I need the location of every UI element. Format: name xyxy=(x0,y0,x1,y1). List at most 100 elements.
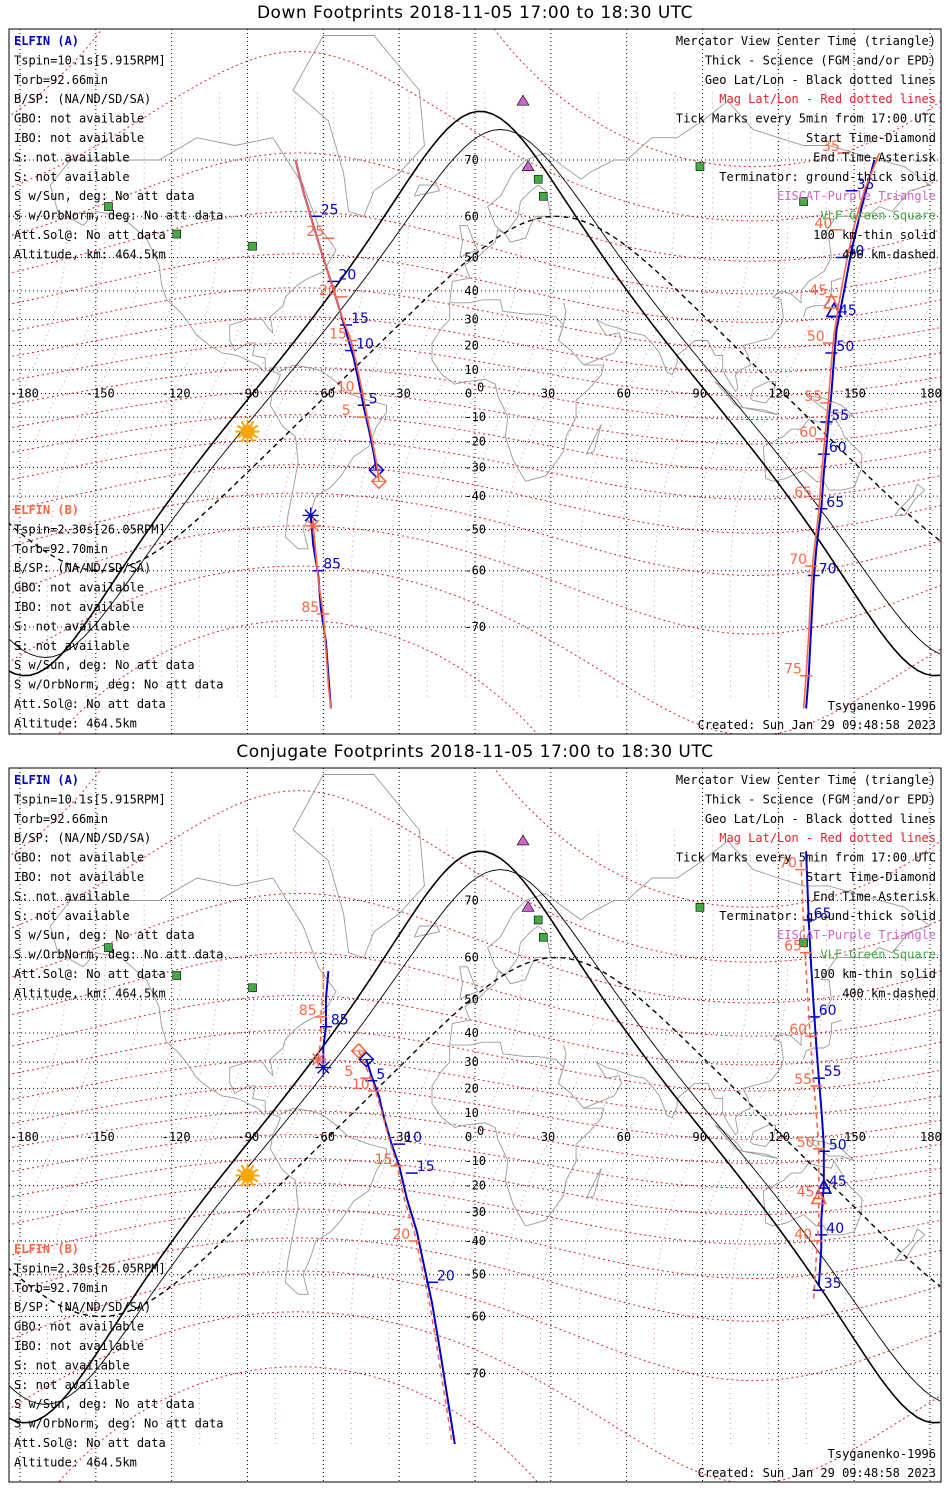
elfin-b-tick-label: 40 xyxy=(814,216,832,232)
legend-entry: Thick - Science (FGM and/or EPD) xyxy=(705,53,936,67)
elfin-b-info-line: Tspin=2.30s[26.05RPM] xyxy=(14,1261,166,1275)
coastline xyxy=(585,1167,602,1199)
terminator-line xyxy=(9,129,941,658)
elfin-a-tick-label: 10 xyxy=(404,1130,422,1146)
elfin-a-info-line: S w/Sun, deg: No att data xyxy=(14,189,195,203)
elfin-b-track-segment xyxy=(357,1050,454,1445)
mag-lon-gridline xyxy=(653,829,752,1445)
elfin-a-info-line: Tspin=10.1s[5.915RPM] xyxy=(14,792,166,806)
map-panel-down: 5 10 15 20 25 85 70 65 60 55 50 45 40 35 5 10 15 20 25 85 75… xyxy=(8,28,942,735)
elfin-a-info-line: S: not available xyxy=(14,170,130,184)
vlf-marker xyxy=(538,191,548,201)
mag-lon-gridline xyxy=(198,829,297,1445)
lon-tick-label: 120 xyxy=(768,387,790,401)
lat-tick-label: -30 xyxy=(464,1205,486,1219)
lat-tick-label: 70 xyxy=(464,153,478,167)
elfin-b-tick-label: 50 xyxy=(797,1135,815,1151)
lon-tick-label: 150 xyxy=(844,1130,866,1144)
vlf-marker xyxy=(695,902,705,912)
lat-tick-label: -60 xyxy=(464,564,486,578)
vlf-marker xyxy=(248,241,257,251)
coastline xyxy=(557,1044,567,1084)
elfin-a-tick-label: 65 xyxy=(826,495,844,511)
coastline xyxy=(894,483,926,516)
lat-tick-label: 70 xyxy=(464,893,478,907)
elfin-a-info-line: S w/OrbNorm, deg: No att data xyxy=(14,209,224,223)
elfin-a-start-diamond xyxy=(358,1051,375,1068)
terminator-line xyxy=(9,850,941,1424)
elfin-a-info-line: S: not available xyxy=(14,150,130,164)
lon-tick-label: -60 xyxy=(313,387,335,401)
elfin-b-info-line: S w/OrbNorm, deg: No att data xyxy=(14,678,224,692)
lat-tick-label: 20 xyxy=(464,1081,478,1095)
elfin-a-name: ELFIN (A) xyxy=(14,773,79,787)
legend-entry: Geo Lat/Lon - Black dotted lines xyxy=(705,73,936,87)
lon-tick-label: 60 xyxy=(617,387,631,401)
elfin-a-end-asterisk xyxy=(304,509,317,522)
coastline xyxy=(49,137,387,550)
terminator-line xyxy=(9,869,941,1405)
lat-tick-label: -10 xyxy=(464,410,486,424)
elfin-a-info-line: B/SP: (NA/ND/SD/SA) xyxy=(14,831,151,845)
elfin-a-tick-label: 55 xyxy=(824,1064,842,1080)
elfin-a-info-line: Altitude, km: 464.5km xyxy=(14,247,166,261)
legend-entry: 400 km-dashed xyxy=(842,986,936,1000)
legend-entry: Tick Marks every 5min from 17:00 UTC xyxy=(676,112,936,126)
mag-lat-gridline xyxy=(9,390,941,445)
coastline xyxy=(805,395,855,418)
terminator-line xyxy=(9,215,941,572)
mag-lon-gridline xyxy=(729,829,828,1445)
mag-lat-gridline xyxy=(9,342,941,397)
vlf-marker xyxy=(172,971,182,980)
elfin-a-tick-label: 20 xyxy=(437,1268,455,1284)
elfin-b-tick-label: 60 xyxy=(799,425,817,441)
elfin-b-name: ELFIN (B) xyxy=(14,503,79,517)
lon-tick-label: -120 xyxy=(162,1130,191,1144)
mag-lat-gridline xyxy=(9,414,941,471)
legend-entry: EISCAT-Purple Triangle xyxy=(777,189,936,203)
lat-tick-label: -30 xyxy=(464,460,486,474)
coastline xyxy=(750,381,777,404)
vlf-marker xyxy=(533,915,543,925)
lon-tick-label: 90 xyxy=(693,387,707,401)
elfin-a-info-line: S w/Sun, deg: No att data xyxy=(14,928,195,942)
elfin-b-tick-label: 20 xyxy=(319,283,337,299)
terminator-line xyxy=(9,956,941,1318)
lon-tick-label: 0 xyxy=(465,1130,472,1144)
elfin-a-info-line: IBO: not available xyxy=(14,870,144,884)
legend-entry: 400 km-dashed xyxy=(842,247,936,261)
elfin-b-start-diamond xyxy=(370,473,388,490)
elfin-b-info-line: B/SP: (NA/ND/SD/SA) xyxy=(14,561,151,575)
elfin-b-tick-label: 60 xyxy=(789,1022,807,1038)
legend-entry: Mercator View Center Time (triangle) xyxy=(676,34,936,48)
legend-entry: Mag Lat/Lon - Red dotted lines xyxy=(719,831,936,845)
elfin-b-info-line: S w/Sun, deg: No att data xyxy=(14,1397,195,1411)
elfin-b-info-line: IBO: not available xyxy=(14,600,144,614)
elfin-b-info-line: Altitude: 464.5km xyxy=(14,716,137,730)
vlf-marker xyxy=(104,943,113,953)
legend-entry: 100 km-thin solid xyxy=(813,228,936,242)
lon-tick-label: 120 xyxy=(768,1130,790,1144)
sun-icon xyxy=(235,419,260,444)
elfin-b-end-asterisk xyxy=(307,519,320,533)
elfin-b-tick-label: 65 xyxy=(784,939,802,955)
elfin-a-tick-label: 35 xyxy=(824,1276,842,1292)
vlf-marker xyxy=(799,197,808,206)
elfin-a-track-segment xyxy=(805,851,825,1287)
mag-lon-gridline xyxy=(236,829,335,1445)
terminator-line xyxy=(9,110,941,677)
elfin-b-tick-label: 20 xyxy=(392,1227,410,1243)
elfin-b-center-triangle xyxy=(810,1188,828,1205)
elfin-a-info-line: Att.Sol@: No att data xyxy=(14,228,166,242)
mag-lon-gridline xyxy=(464,829,562,1445)
elfin-a-info-line: S: not available xyxy=(14,909,130,923)
elfin-b-tick-label: 70 xyxy=(779,856,797,872)
elfin-a-tick-label: 60 xyxy=(829,440,847,456)
legend-entry: End Time-Asterisk xyxy=(813,150,937,164)
lat-tick-label: -20 xyxy=(464,434,486,448)
eiscat-marker xyxy=(521,160,535,171)
lat-tick-label: 60 xyxy=(464,209,478,223)
elfin-b-info-line: S: not available xyxy=(14,1378,130,1392)
coastline xyxy=(805,1138,855,1162)
mag-lat-gridline xyxy=(9,316,941,373)
